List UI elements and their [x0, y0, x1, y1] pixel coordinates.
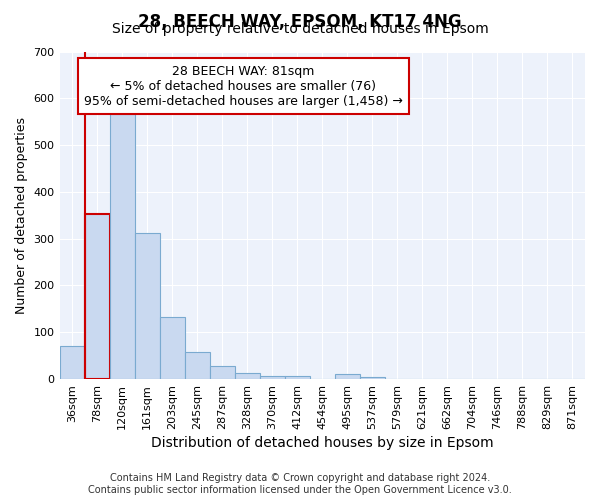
Text: Size of property relative to detached houses in Epsom: Size of property relative to detached ho… — [112, 22, 488, 36]
Bar — [185, 352, 209, 379]
Bar — [235, 372, 260, 379]
Text: 28 BEECH WAY: 81sqm
← 5% of detached houses are smaller (76)
95% of semi-detache: 28 BEECH WAY: 81sqm ← 5% of detached hou… — [84, 64, 403, 108]
Bar — [360, 376, 385, 379]
Bar — [85, 214, 110, 379]
Bar — [134, 233, 160, 379]
Bar — [160, 317, 185, 379]
Bar — [335, 374, 360, 379]
Bar — [285, 376, 310, 379]
Bar — [260, 376, 285, 379]
Text: 28, BEECH WAY, EPSOM, KT17 4NG: 28, BEECH WAY, EPSOM, KT17 4NG — [138, 12, 462, 30]
Bar — [59, 346, 85, 379]
X-axis label: Distribution of detached houses by size in Epsom: Distribution of detached houses by size … — [151, 436, 494, 450]
Y-axis label: Number of detached properties: Number of detached properties — [15, 117, 28, 314]
Bar — [209, 366, 235, 379]
Bar — [110, 114, 134, 379]
Text: Contains HM Land Registry data © Crown copyright and database right 2024.
Contai: Contains HM Land Registry data © Crown c… — [88, 474, 512, 495]
